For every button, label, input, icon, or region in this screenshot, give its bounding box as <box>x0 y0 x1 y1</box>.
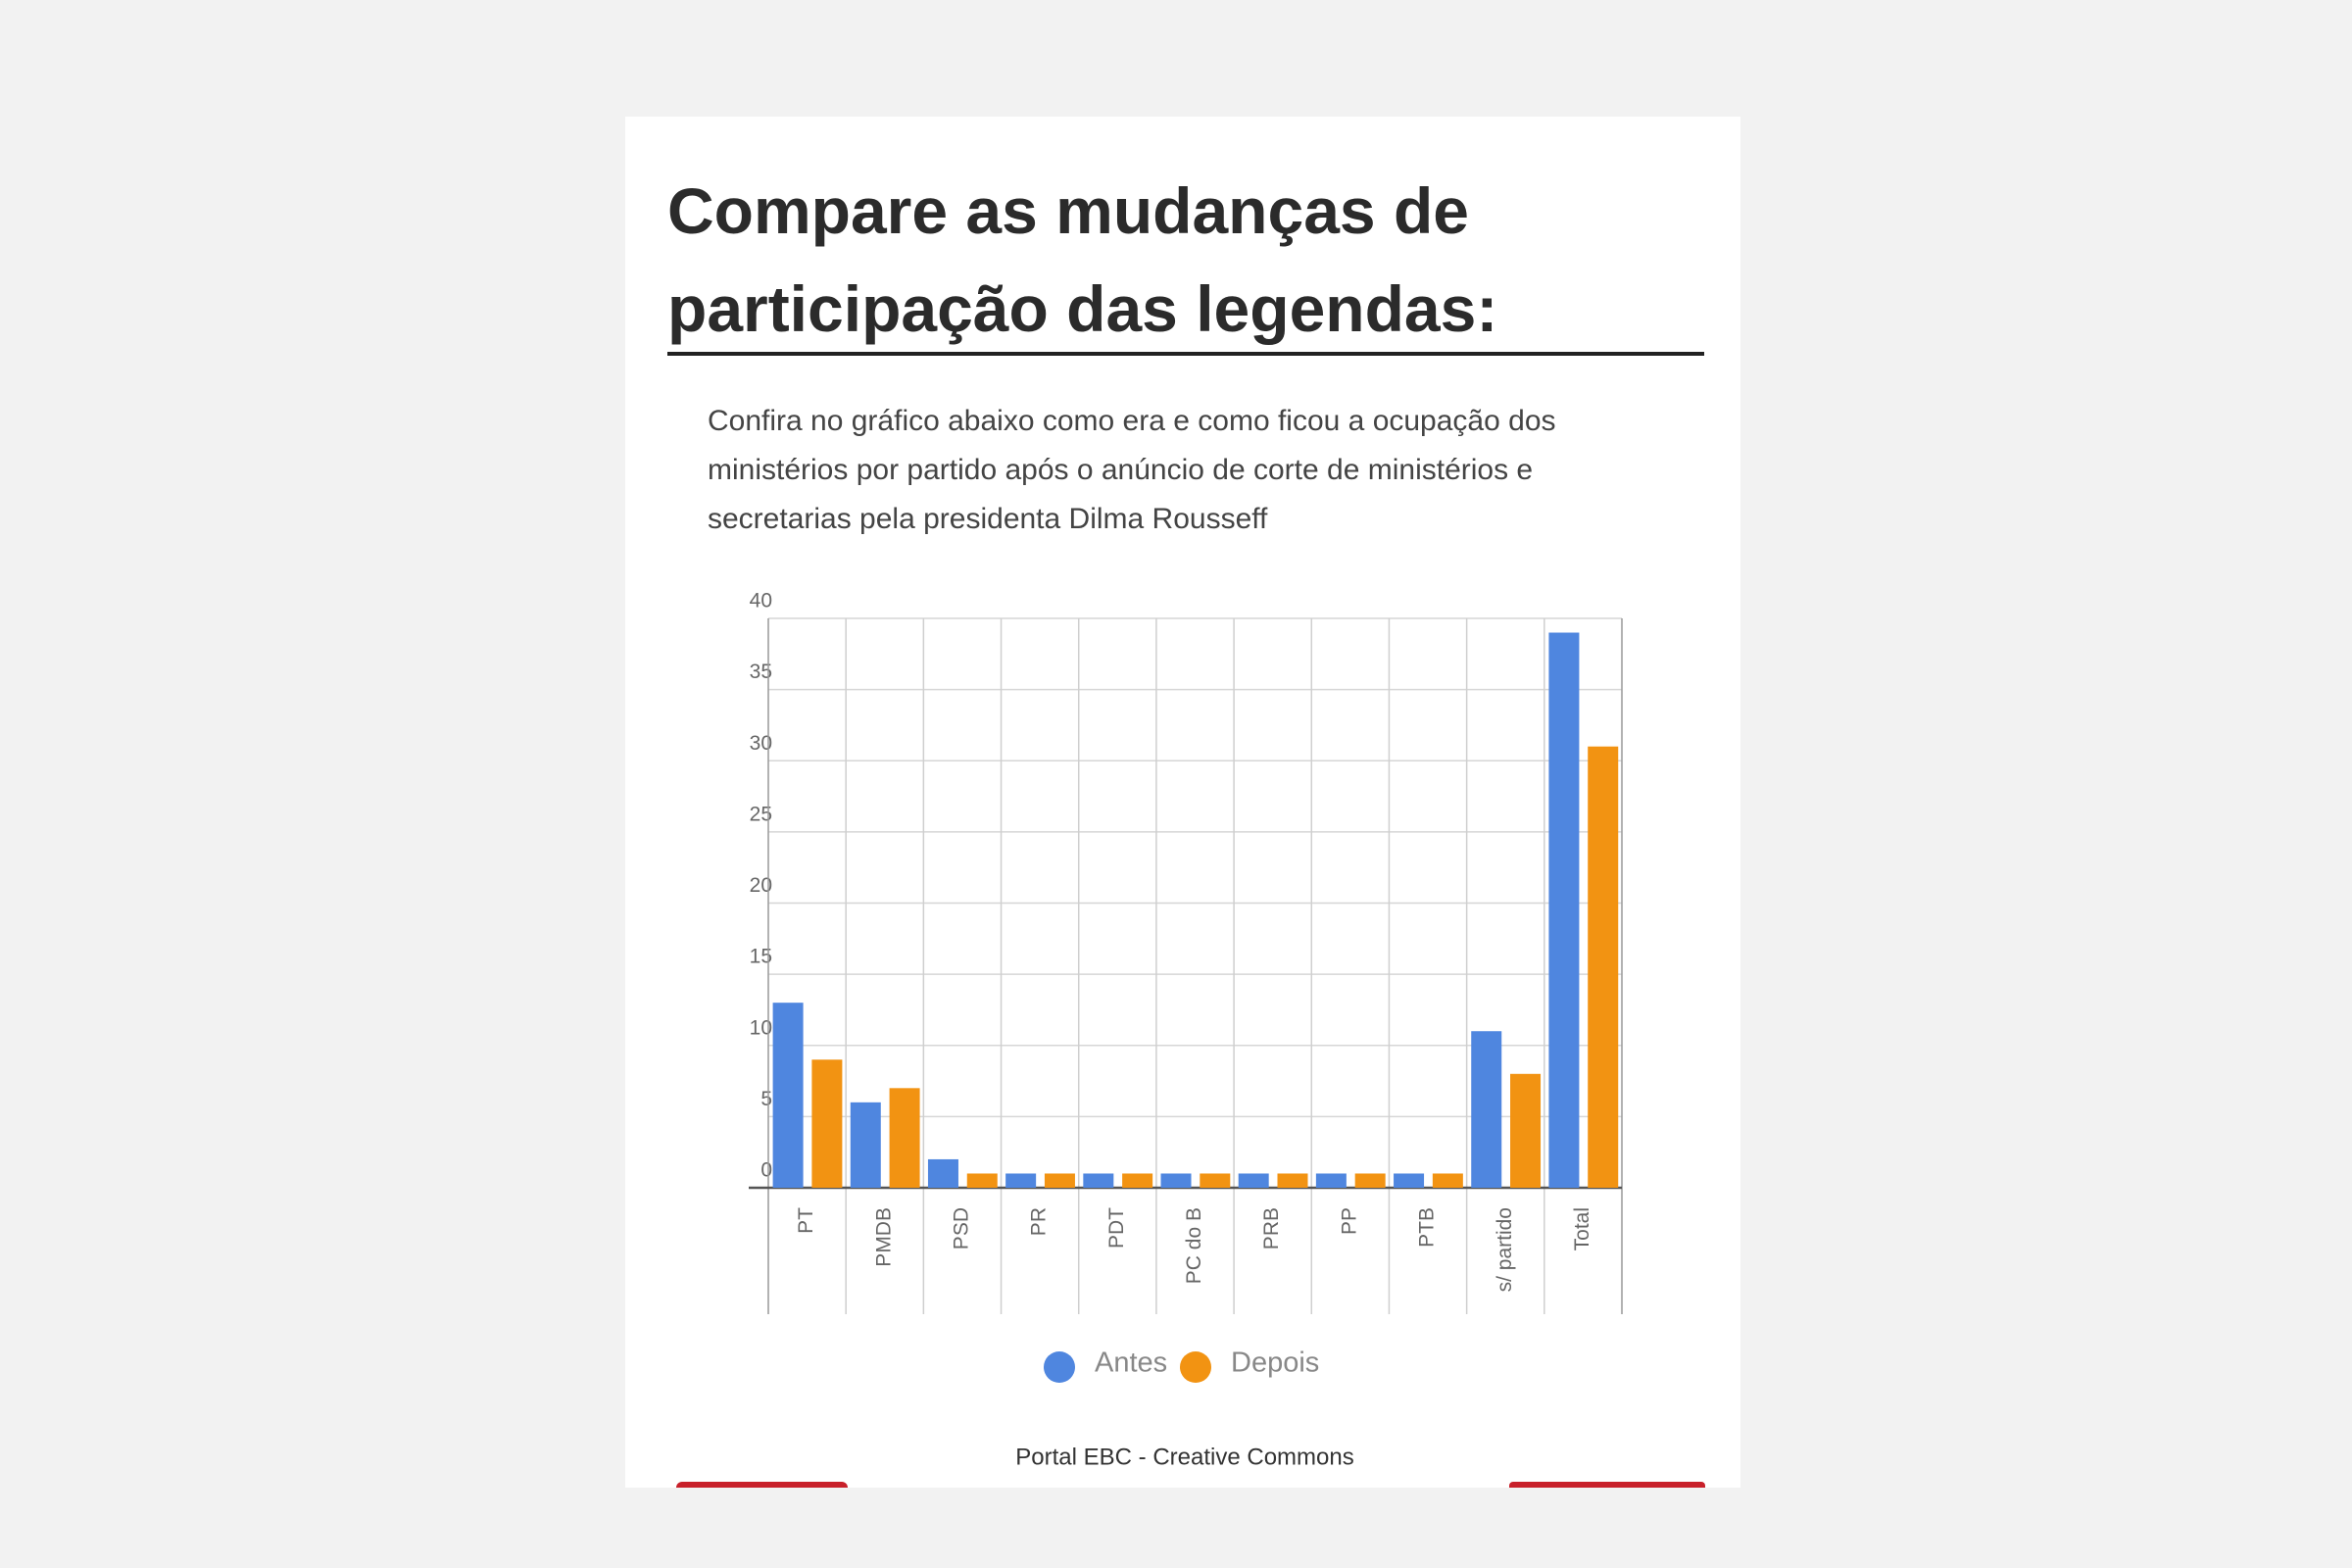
bar <box>966 1173 998 1188</box>
legend-marker <box>1044 1351 1075 1383</box>
title-rule <box>667 352 1704 356</box>
legend-marker <box>1180 1351 1211 1383</box>
y-tick-label: 35 <box>750 661 772 683</box>
bar <box>1005 1173 1037 1188</box>
bar <box>1510 1073 1542 1188</box>
y-tick-label: 15 <box>750 946 772 968</box>
bar <box>850 1102 881 1188</box>
source: Portal EBC - Creative Commons <box>1015 1444 1353 1470</box>
bar <box>1432 1173 1463 1188</box>
x-tick-label: PDT <box>1105 1207 1128 1249</box>
x-tick-label: PRB <box>1260 1207 1283 1250</box>
x-tick-label: PMDB <box>872 1207 895 1267</box>
bar <box>1122 1173 1153 1188</box>
bar <box>1548 632 1580 1188</box>
bar <box>811 1059 843 1188</box>
y-tick-label: 20 <box>750 874 772 897</box>
x-tick-label: PR <box>1028 1207 1051 1236</box>
legend-label: Depois <box>1231 1348 1319 1379</box>
x-tick-label: PT <box>795 1207 817 1234</box>
subtitle: Confira no gráfico abaixo como era e com… <box>708 405 1556 535</box>
x-tick-label: PSD <box>951 1207 973 1250</box>
bar <box>1160 1173 1192 1188</box>
x-tick-label: s/ partido <box>1494 1207 1516 1292</box>
y-tick-label: 30 <box>750 732 772 755</box>
chart-title: Compare as mudanças de participação das … <box>667 174 1498 345</box>
bar <box>1354 1173 1386 1188</box>
bar <box>1471 1031 1502 1188</box>
x-tick-label: PC do B <box>1183 1207 1205 1284</box>
bar <box>1083 1173 1114 1188</box>
bar <box>1238 1173 1269 1188</box>
y-tick-label: 25 <box>750 803 772 825</box>
legend-label: Antes <box>1095 1348 1167 1379</box>
bar <box>1588 746 1619 1188</box>
bar <box>1315 1173 1347 1188</box>
x-tick-label: Total <box>1571 1207 1593 1250</box>
y-tick-label: 40 <box>750 590 772 612</box>
bar <box>1277 1173 1308 1188</box>
decoration <box>625 1488 1740 1568</box>
x-tick-label: PP <box>1338 1207 1360 1235</box>
y-tick-label: 10 <box>750 1016 772 1039</box>
bar <box>889 1088 920 1188</box>
bar <box>1394 1173 1425 1188</box>
y-tick-label: 0 <box>760 1159 772 1182</box>
bar <box>1044 1173 1075 1188</box>
y-tick-label: 5 <box>760 1088 772 1110</box>
bar <box>927 1158 958 1188</box>
bar <box>772 1003 804 1188</box>
bar <box>1200 1173 1231 1188</box>
x-tick-label: PTB <box>1416 1207 1439 1248</box>
